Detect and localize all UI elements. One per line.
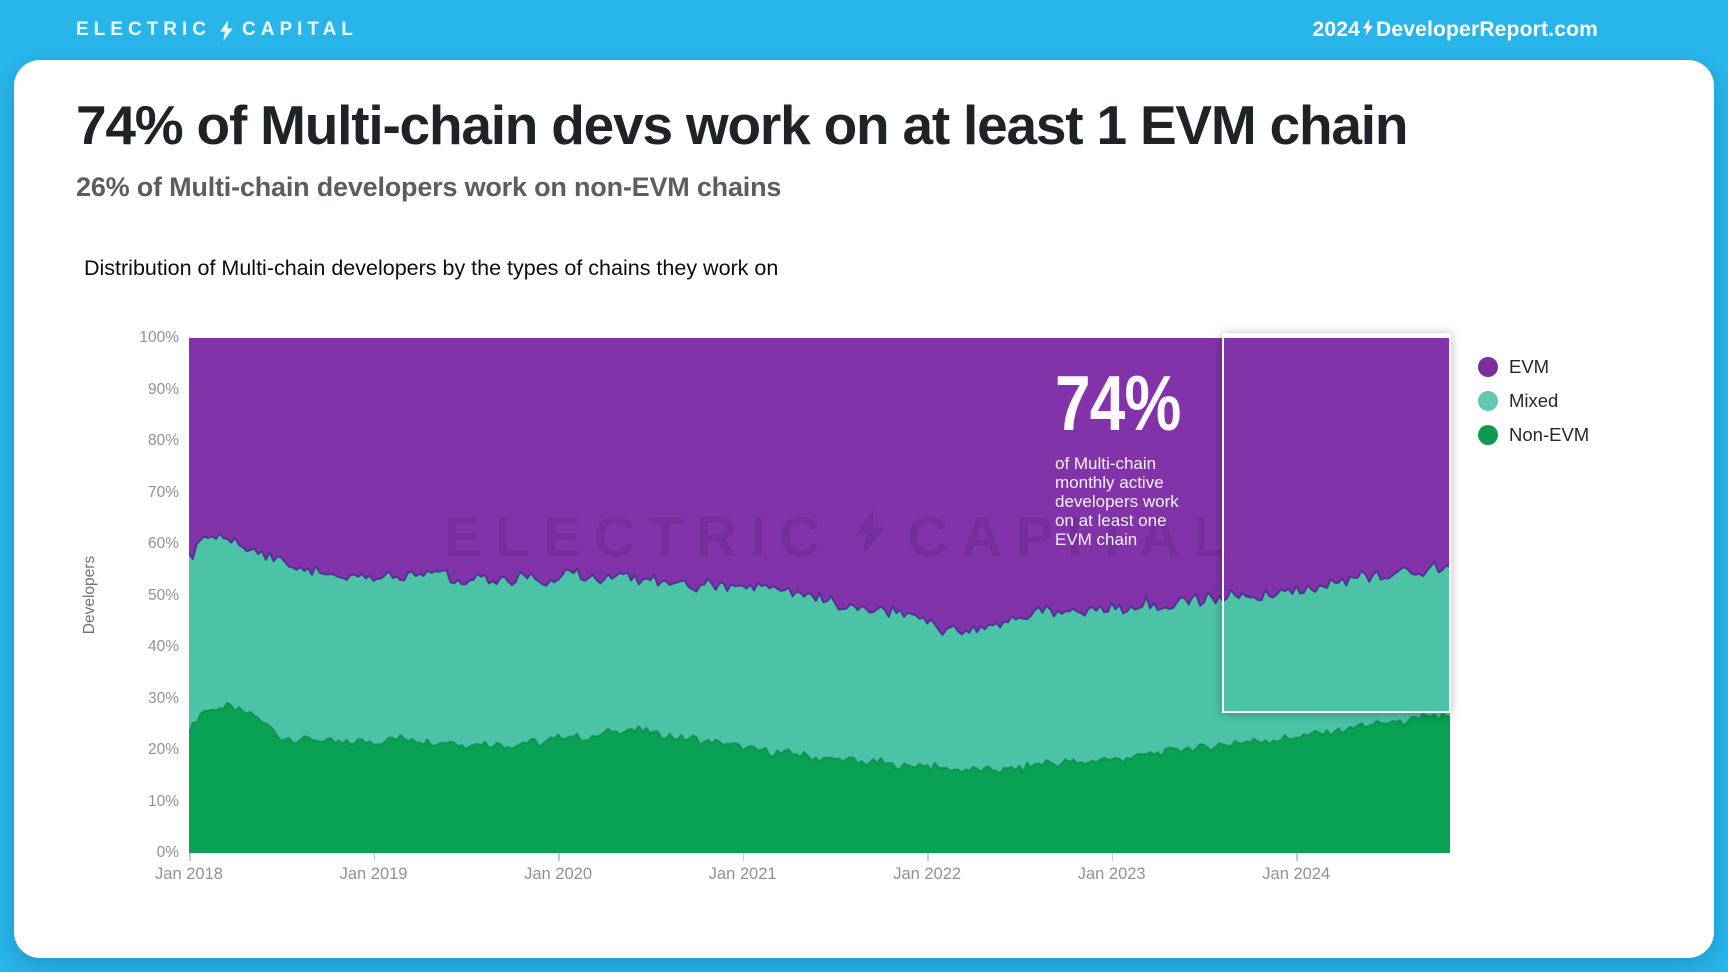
annotation-line: of Multi-chain: [1055, 454, 1157, 474]
top-bar: ELECTRIC CAPITAL 2024 DeveloperReport.co…: [0, 0, 1728, 60]
area-non-evm: [189, 702, 1450, 853]
legend-swatch: [1478, 357, 1498, 377]
y-tick-label: 10%: [147, 792, 179, 810]
brand-logo-right: CAPITAL: [242, 19, 358, 40]
x-tick-label: Jan 2022: [893, 865, 962, 883]
x-tick-mark: [1111, 853, 1114, 861]
report-site-domain: DeveloperReport.com: [1375, 18, 1598, 41]
page-title: 74% of Multi-chain devs work on at least…: [76, 94, 1408, 156]
chart-heading: Distribution of Multi-chain developers b…: [84, 256, 779, 280]
x-tick-mark: [927, 853, 929, 861]
legend-item: EVM: [1478, 356, 1589, 378]
y-tick-label: 70%: [147, 483, 179, 501]
legend-label: Mixed: [1509, 390, 1559, 411]
x-tick-mark: [1296, 853, 1298, 861]
boundary-mixed: [189, 532, 1450, 636]
chart-legend: EVM Mixed Non-EVM: [1478, 356, 1589, 458]
brand-logo-left: ELECTRIC: [76, 19, 211, 40]
brand-logo: ELECTRIC CAPITAL: [76, 19, 358, 41]
y-tick-label: 50%: [147, 586, 179, 604]
legend-item: Mixed: [1478, 390, 1589, 412]
lightning-bolt-icon: [1362, 18, 1373, 42]
x-tick-label: Jan 2019: [339, 865, 408, 883]
y-tick-label: 20%: [147, 741, 179, 758]
legend-label: Non-EVM: [1509, 424, 1590, 445]
content-card: 74% of Multi-chain devs work on at least…: [14, 60, 1714, 958]
y-tick-label: 80%: [147, 432, 179, 449]
x-tick-label: Jan 2020: [524, 865, 593, 883]
lightning-bolt-icon: [220, 19, 233, 41]
annotation-line: monthly active: [1055, 473, 1164, 493]
stacked-area-plot: [189, 338, 1450, 853]
y-tick-label: 100%: [139, 329, 179, 346]
legend-swatch: [1478, 391, 1498, 411]
stacked-area-svg: [189, 338, 1450, 853]
legend-label: EVM: [1509, 356, 1550, 377]
legend-item: Non-EVM: [1478, 424, 1589, 446]
x-tick-mark: [189, 853, 191, 861]
x-tick-mark: [373, 853, 376, 861]
y-tick-label: 30%: [147, 689, 179, 707]
y-tick-label: 60%: [147, 535, 179, 552]
x-tick-mark: [558, 853, 560, 861]
chart-annotation: 74% of Multi-chain monthly active develope…: [1055, 359, 1230, 549]
annotation-line: developers work: [1055, 492, 1179, 512]
x-tick-label: Jan 2018: [155, 865, 223, 883]
boundary-non-evm: [189, 701, 1450, 775]
report-site-link[interactable]: 2024 DeveloperReport.com: [1312, 18, 1598, 42]
y-tick-label: 90%: [147, 380, 179, 398]
legend-swatch: [1478, 425, 1498, 445]
annotation-text: of Multi-chain monthly active developers w…: [1055, 454, 1230, 549]
x-tick-label: Jan 2024: [1262, 865, 1331, 883]
y-tick-label: 0%: [156, 844, 179, 861]
report-site-year: 2024: [1312, 18, 1360, 41]
x-tick-label: Jan 2023: [1077, 865, 1146, 883]
x-tick-label: Jan 2021: [708, 865, 777, 883]
annotation-line: EVM chain: [1055, 530, 1138, 550]
x-tick-mark: [742, 853, 745, 861]
page-subtitle: 26% of Multi-chain developers work on no…: [76, 172, 782, 202]
annotation-big-number: 74%: [1055, 359, 1181, 447]
y-tick-label: 40%: [147, 638, 179, 655]
y-axis-title: Developers: [81, 555, 98, 635]
annotation-line: on at least one: [1055, 511, 1167, 531]
